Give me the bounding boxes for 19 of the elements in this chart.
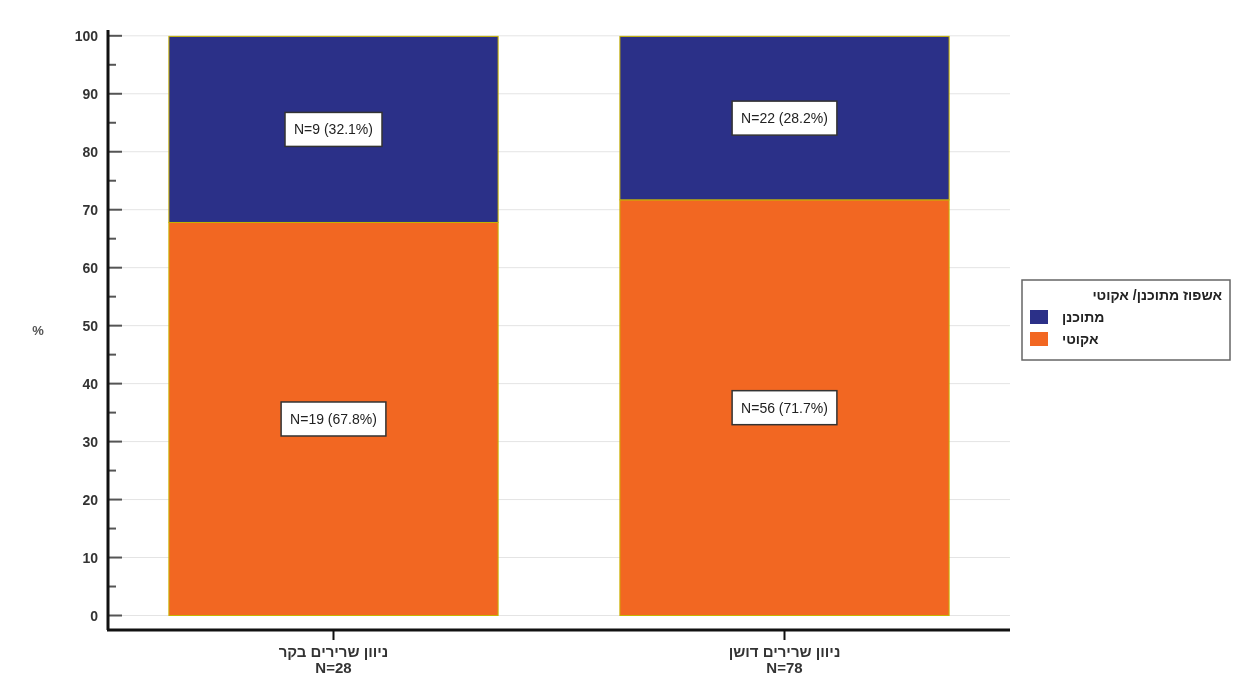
y-tick-label: 70 <box>82 201 99 218</box>
data-label: N=9 (32.1%) <box>294 121 373 138</box>
y-tick-label: 90 <box>82 85 99 102</box>
y-tick-label: 50 <box>82 317 99 334</box>
y-tick-label: 100 <box>74 27 99 44</box>
y-tick-label: 20 <box>82 491 99 508</box>
legend-label: מתוכנן <box>1062 309 1105 325</box>
data-label: N=19 (67.8%) <box>290 410 377 427</box>
legend: אשפוז מתוכנן/ אקוטי מתוכנן אקוטי <box>1021 279 1231 361</box>
data-label: N=56 (71.7%) <box>741 399 828 416</box>
y-axis-title: % <box>32 323 45 338</box>
y-tick-label: 40 <box>82 375 99 392</box>
y-tick-label: 30 <box>82 433 99 450</box>
y-tick-label: 80 <box>82 143 99 160</box>
y-tick-label: 0 <box>90 607 99 624</box>
y-tick-label: 10 <box>82 549 99 566</box>
data-label: N=22 (28.2%) <box>741 110 828 127</box>
y-tick-label: 60 <box>82 259 99 276</box>
legend-title: אשפוז מתוכנן/ אקוטי <box>1092 287 1223 303</box>
